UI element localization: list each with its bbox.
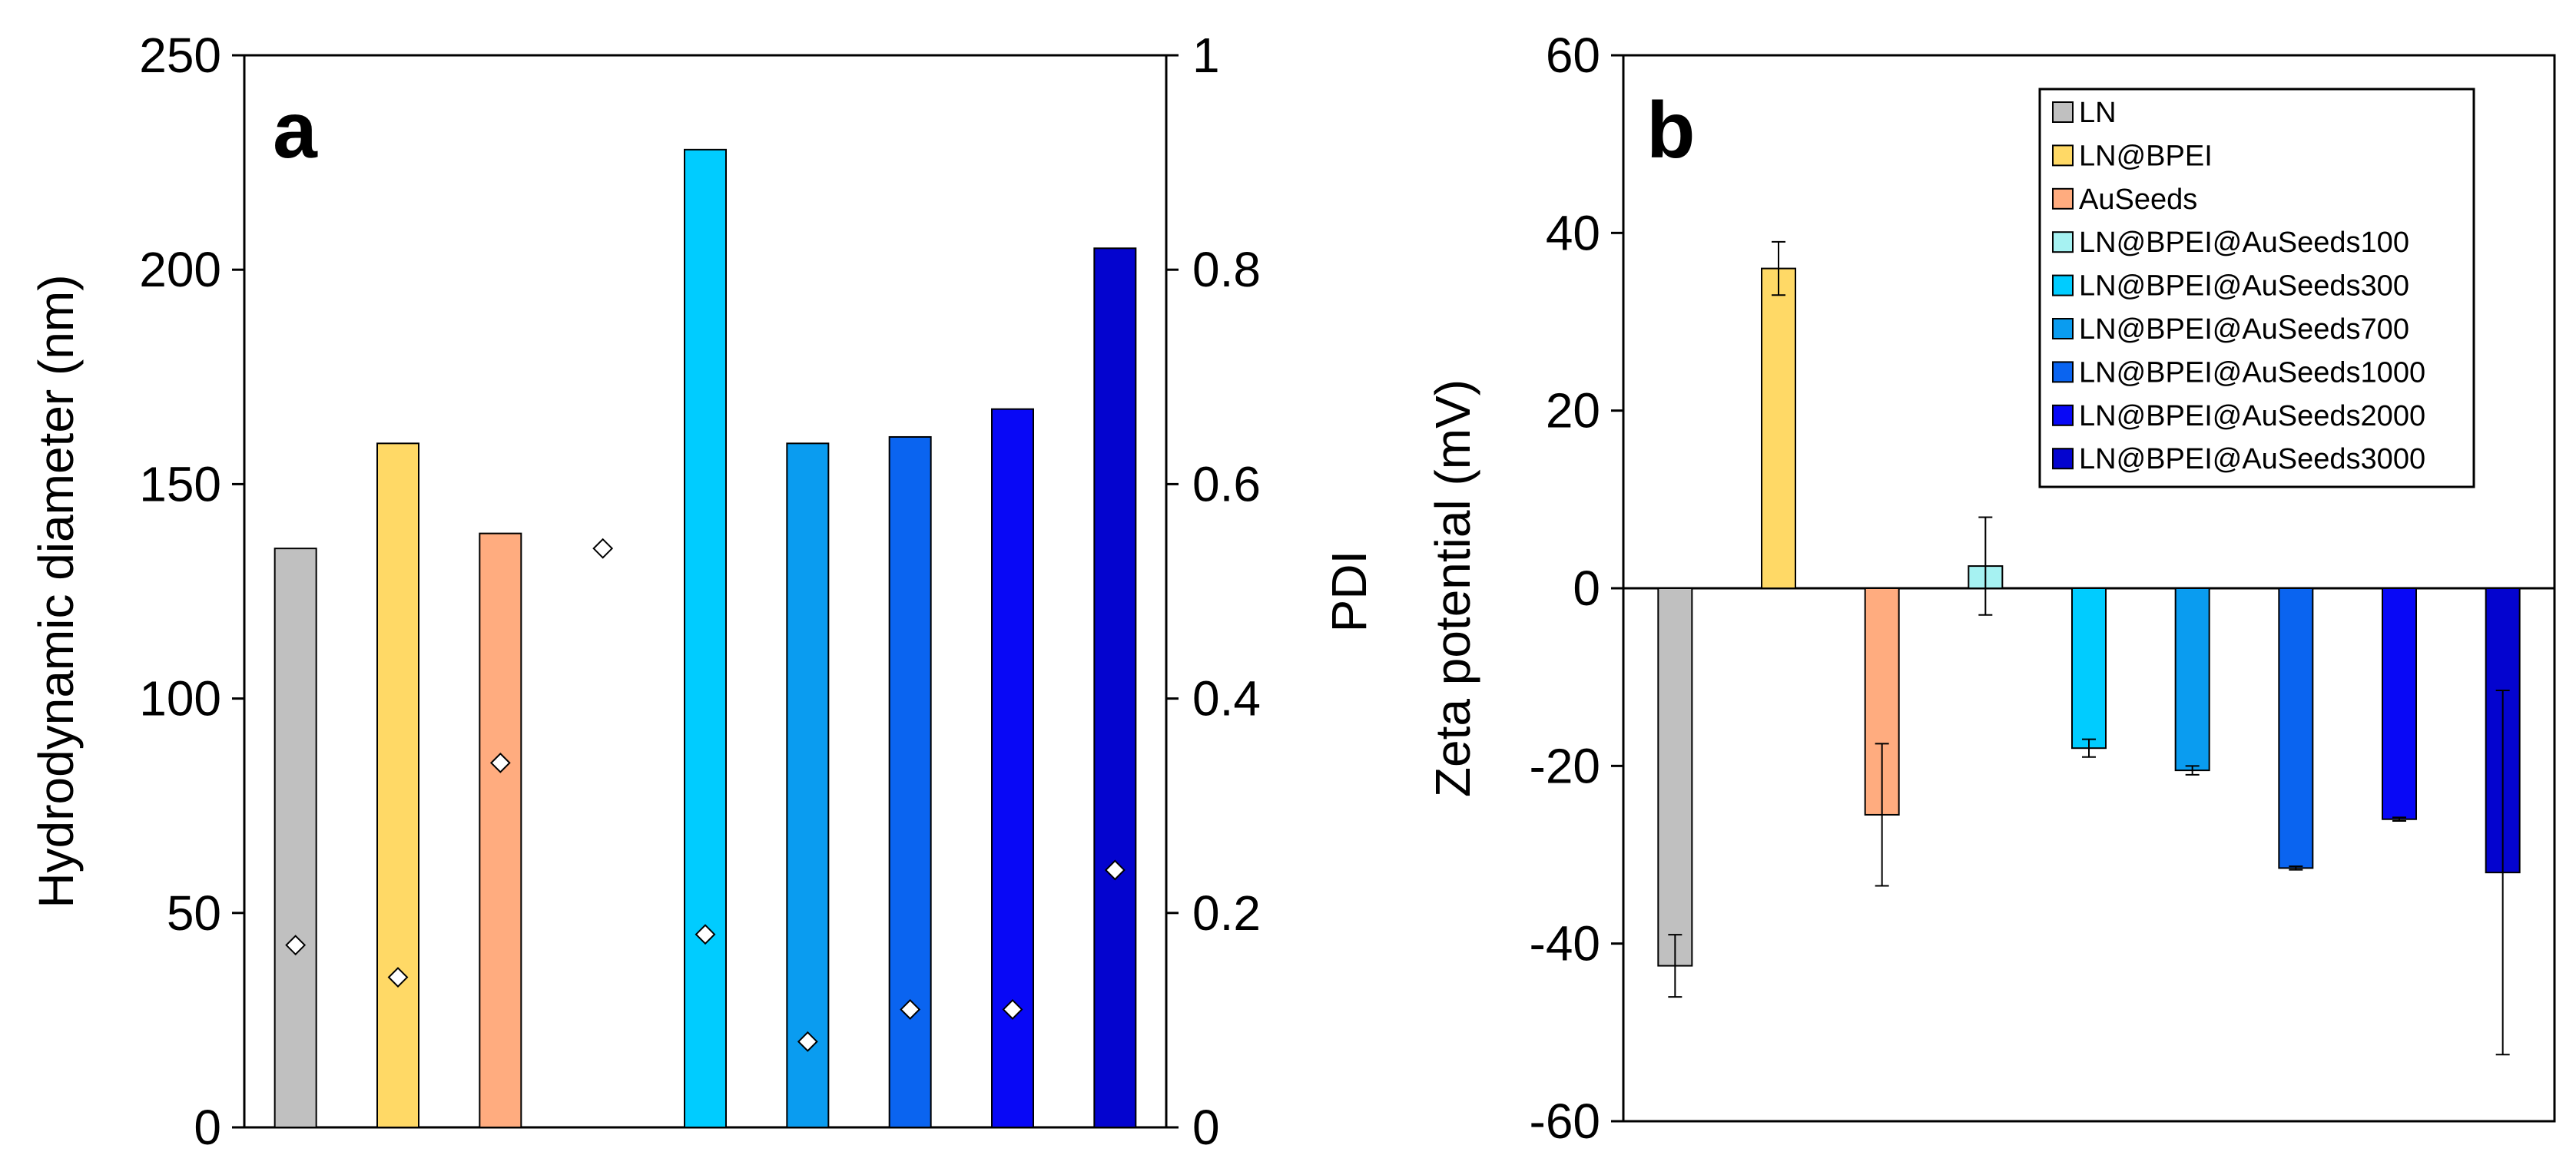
pdi-marker-ln — [285, 935, 307, 956]
a-left-tick-label: 100 — [139, 671, 221, 726]
legend-swatch-ln-bpei-auseeds2000 — [2052, 404, 2074, 426]
bar-a-ln-bpei — [376, 442, 419, 1128]
bar-b-ln-bpei-auseeds2000 — [2382, 587, 2417, 820]
bar-a-ln-bpei-auseeds700 — [786, 442, 830, 1128]
pdi-marker-ln-bpei-auseeds2000 — [1002, 999, 1023, 1020]
panel-a-y-axis-title: Hydrodynamic diameter (nm) — [28, 274, 84, 908]
panel-b-y-axis-title: Zeta potential (mV) — [1425, 379, 1480, 797]
b-tick-label: 0 — [1573, 561, 1600, 616]
a-left-tick-label: 200 — [139, 242, 221, 297]
legend-swatch-ln-bpei-auseeds100 — [2052, 231, 2074, 253]
legend-swatch-ln-bpei-auseeds1000 — [2052, 361, 2074, 383]
a-left-tick-label: 50 — [167, 885, 221, 941]
a-right-tick-label: 0.2 — [1192, 885, 1261, 941]
panel-b-error-bars — [1668, 240, 2510, 1056]
b-tick-label: 60 — [1546, 28, 1600, 83]
pdi-marker-ln-bpei-auseeds100 — [592, 538, 614, 559]
pdi-marker-auseeds — [489, 752, 511, 773]
bar-b-ln-bpei — [1761, 267, 1796, 589]
a-left-tick-label: 0 — [194, 1100, 221, 1155]
legend-label-ln-bpei-auseeds300: LN@BPEI@AuSeeds300 — [2079, 270, 2409, 303]
legend-swatch-auseeds — [2052, 187, 2074, 210]
bar-a-ln — [274, 548, 317, 1128]
legend-swatch-ln-bpei-auseeds300 — [2052, 274, 2074, 296]
legend: LN LN@BPEI AuSeeds LN@BPEI@AuSeeds100 LN@BPE… — [2038, 88, 2475, 488]
legend-label-ln-bpei-auseeds100: LN@BPEI@AuSeeds100 — [2079, 227, 2409, 259]
b-tick-label: 20 — [1546, 383, 1600, 439]
panel-b-ticks: -60 -40 -20 0 20 40 60 — [1530, 28, 1623, 1149]
a-right-tick-label: 0.4 — [1192, 671, 1261, 726]
legend-swatch-ln-bpei — [2052, 144, 2074, 167]
a-right-tick-label: 0.8 — [1192, 242, 1261, 297]
legend-swatch-ln-bpei-auseeds700 — [2052, 318, 2074, 339]
bar-b-ln-bpei-auseeds700 — [2174, 587, 2210, 772]
a-left-tick-label: 250 — [139, 28, 221, 83]
pdi-marker-ln-bpei-auseeds700 — [797, 1031, 818, 1052]
legend-label-ln-bpei-auseeds2000: LN@BPEI@AuSeeds2000 — [2079, 400, 2425, 432]
legend-label-ln-bpei-auseeds3000: LN@BPEI@AuSeeds3000 — [2079, 443, 2425, 475]
bar-a-ln-bpei-auseeds300 — [684, 148, 727, 1128]
panel-a-ticks: 0 50 100 150 200 250 0 0.2 0.4 0.6 0.8 1 — [139, 28, 1261, 1155]
panel-a-y2-axis-title: PDI — [1321, 551, 1377, 633]
b-tick-label: -20 — [1530, 738, 1601, 793]
b-tick-label: -60 — [1530, 1094, 1601, 1149]
a-left-tick-label: 150 — [139, 456, 221, 511]
pdi-marker-ln-bpei-auseeds3000 — [1104, 859, 1126, 881]
legend-box — [2038, 88, 2475, 488]
a-right-tick-label: 0.6 — [1192, 456, 1261, 511]
panel-a-bars — [274, 148, 1137, 1128]
legend-label-auseeds: AuSeeds — [2079, 184, 2197, 216]
bar-b-ln-bpei-auseeds1000 — [2278, 587, 2314, 869]
legend-label-ln: LN — [2079, 97, 2117, 129]
b-tick-label: 40 — [1546, 205, 1600, 260]
pdi-marker-ln-bpei-auseeds300 — [695, 924, 716, 945]
a-right-tick-label: 1 — [1192, 28, 1220, 83]
a-right-tick-label: 0 — [1192, 1100, 1220, 1155]
pdi-marker-ln-bpei — [387, 967, 409, 988]
legend-label-ln-bpei: LN@BPEI — [2079, 140, 2213, 172]
panel-a-letter: a — [273, 86, 318, 175]
bar-b-ln-bpei-auseeds300 — [2071, 587, 2107, 750]
bar-b-ln — [1657, 587, 1693, 967]
panel-a-pdi-markers — [285, 538, 1126, 1052]
legend-items: LN LN@BPEI AuSeeds LN@BPEI@AuSeeds100 LN@BPE… — [2052, 97, 2425, 475]
legend-swatch-ln — [2052, 101, 2074, 123]
panel-b-letter: b — [1646, 86, 1696, 175]
bar-a-auseeds — [479, 532, 522, 1128]
legend-label-ln-bpei-auseeds1000: LN@BPEI@AuSeeds1000 — [2079, 356, 2425, 389]
pdi-marker-ln-bpei-auseeds1000 — [900, 999, 921, 1020]
bar-a-ln-bpei-auseeds3000 — [1093, 247, 1137, 1128]
panel-a: 0 50 100 150 200 250 0 0.2 0.4 0.6 0.8 1 a Hydrodyn… — [28, 28, 1377, 1155]
panel-b: -60 -40 -20 0 20 40 60 b Zeta potential (mV) L… — [1425, 28, 2556, 1149]
legend-label-ln-bpei-auseeds700: LN@BPEI@AuSeeds700 — [2079, 313, 2409, 346]
b-tick-label: -40 — [1530, 916, 1601, 971]
legend-swatch-ln-bpei-auseeds3000 — [2052, 448, 2074, 470]
bar-a-ln-bpei-auseeds1000 — [888, 435, 932, 1128]
